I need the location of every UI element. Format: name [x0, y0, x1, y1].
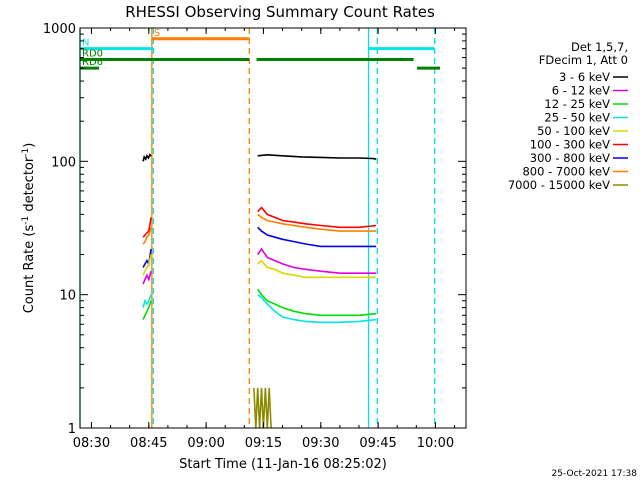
legend-label-300-800-kev: 300 - 800 keV [530, 151, 610, 165]
flag-label-rd6: RD6 [82, 57, 103, 68]
series-300-800-kev-seg-1 [257, 226, 377, 248]
legend-label-12-25-kev: 12 - 25 keV [544, 97, 610, 111]
legend-header-1: Det 1,5,7, [571, 40, 628, 54]
legend-label-6-12-kev: 6 - 12 keV [552, 84, 610, 98]
y-tick-label: 1 [68, 422, 76, 437]
legend-header-2: FDecim 1, Att 0 [539, 53, 628, 67]
y-tick-label: 100 [51, 155, 76, 170]
series-25-50-kev-seg-1 [257, 294, 377, 324]
series-6-12-kev-seg-1 [257, 247, 377, 275]
flag-label-rd0: RD0 [82, 49, 103, 60]
series-6-12-kev-seg-0 [142, 270, 152, 285]
plot-frame [79, 27, 467, 429]
flag-label-n: N [82, 38, 89, 49]
series-3-6-kev-seg-0 [142, 153, 152, 162]
legend-label-800-7000-kev: 800 - 7000 keV [522, 165, 610, 179]
series-3-6-kev-seg-1 [257, 153, 377, 160]
y-axis-label: Count Rate (s-1 detector-1) [21, 143, 37, 314]
y-tick-label: 10 [59, 289, 76, 304]
x-tick-label: 09:30 [302, 436, 339, 451]
legend-label-100-300-kev: 100 - 300 keV [530, 138, 610, 152]
x-tick-label: 09:15 [245, 436, 282, 451]
series-25-50-kev-seg-0 [142, 294, 152, 308]
series-50-100-kev-seg-1 [257, 259, 377, 279]
y-tick-label: 1000 [43, 22, 76, 37]
x-tick-label: 09:00 [187, 436, 224, 451]
footer-timestamp: 25-Oct-2021 17:38 [552, 469, 638, 479]
x-tick-label: 08:45 [130, 436, 167, 451]
legend-label-25-50-kev: 25 - 50 keV [544, 111, 610, 125]
x-axis: 08:30 08:45 09:00 09:15 09:30 09:45 10:00 [73, 28, 456, 451]
series-100-300-kev-seg-0 [142, 217, 152, 238]
legend-label-7000-15000-kev: 7000 - 15000 keV [508, 178, 610, 192]
series-100-300-kev-seg-1 [257, 206, 377, 229]
x-tick-label: 09:45 [359, 436, 396, 451]
legend-label-50-100-kev: 50 - 100 keV [537, 124, 610, 138]
chart-title: RHESSI Observing Summary Count Rates [125, 3, 435, 21]
series-12-25-kev-seg-0 [142, 300, 152, 320]
legend-label-3-6-kev: 3 - 6 keV [559, 70, 610, 84]
x-axis-label: Start Time (11-Jan-16 08:25:02) [179, 457, 387, 472]
series-50-100-kev-seg-0 [142, 254, 152, 276]
x-tick-label: 08:30 [73, 436, 110, 451]
x-tick-label: 10:00 [417, 436, 454, 451]
series-800-7000-kev-seg-1 [257, 213, 377, 232]
series-800-7000-kev-seg-0 [142, 227, 152, 245]
y-axis: 1 10 100 1000 [43, 22, 466, 437]
series-12-25-kev-seg-1 [257, 288, 377, 317]
series-7000-15000-kev-seg-0 [253, 387, 272, 429]
flag-label-s: S [154, 28, 160, 39]
